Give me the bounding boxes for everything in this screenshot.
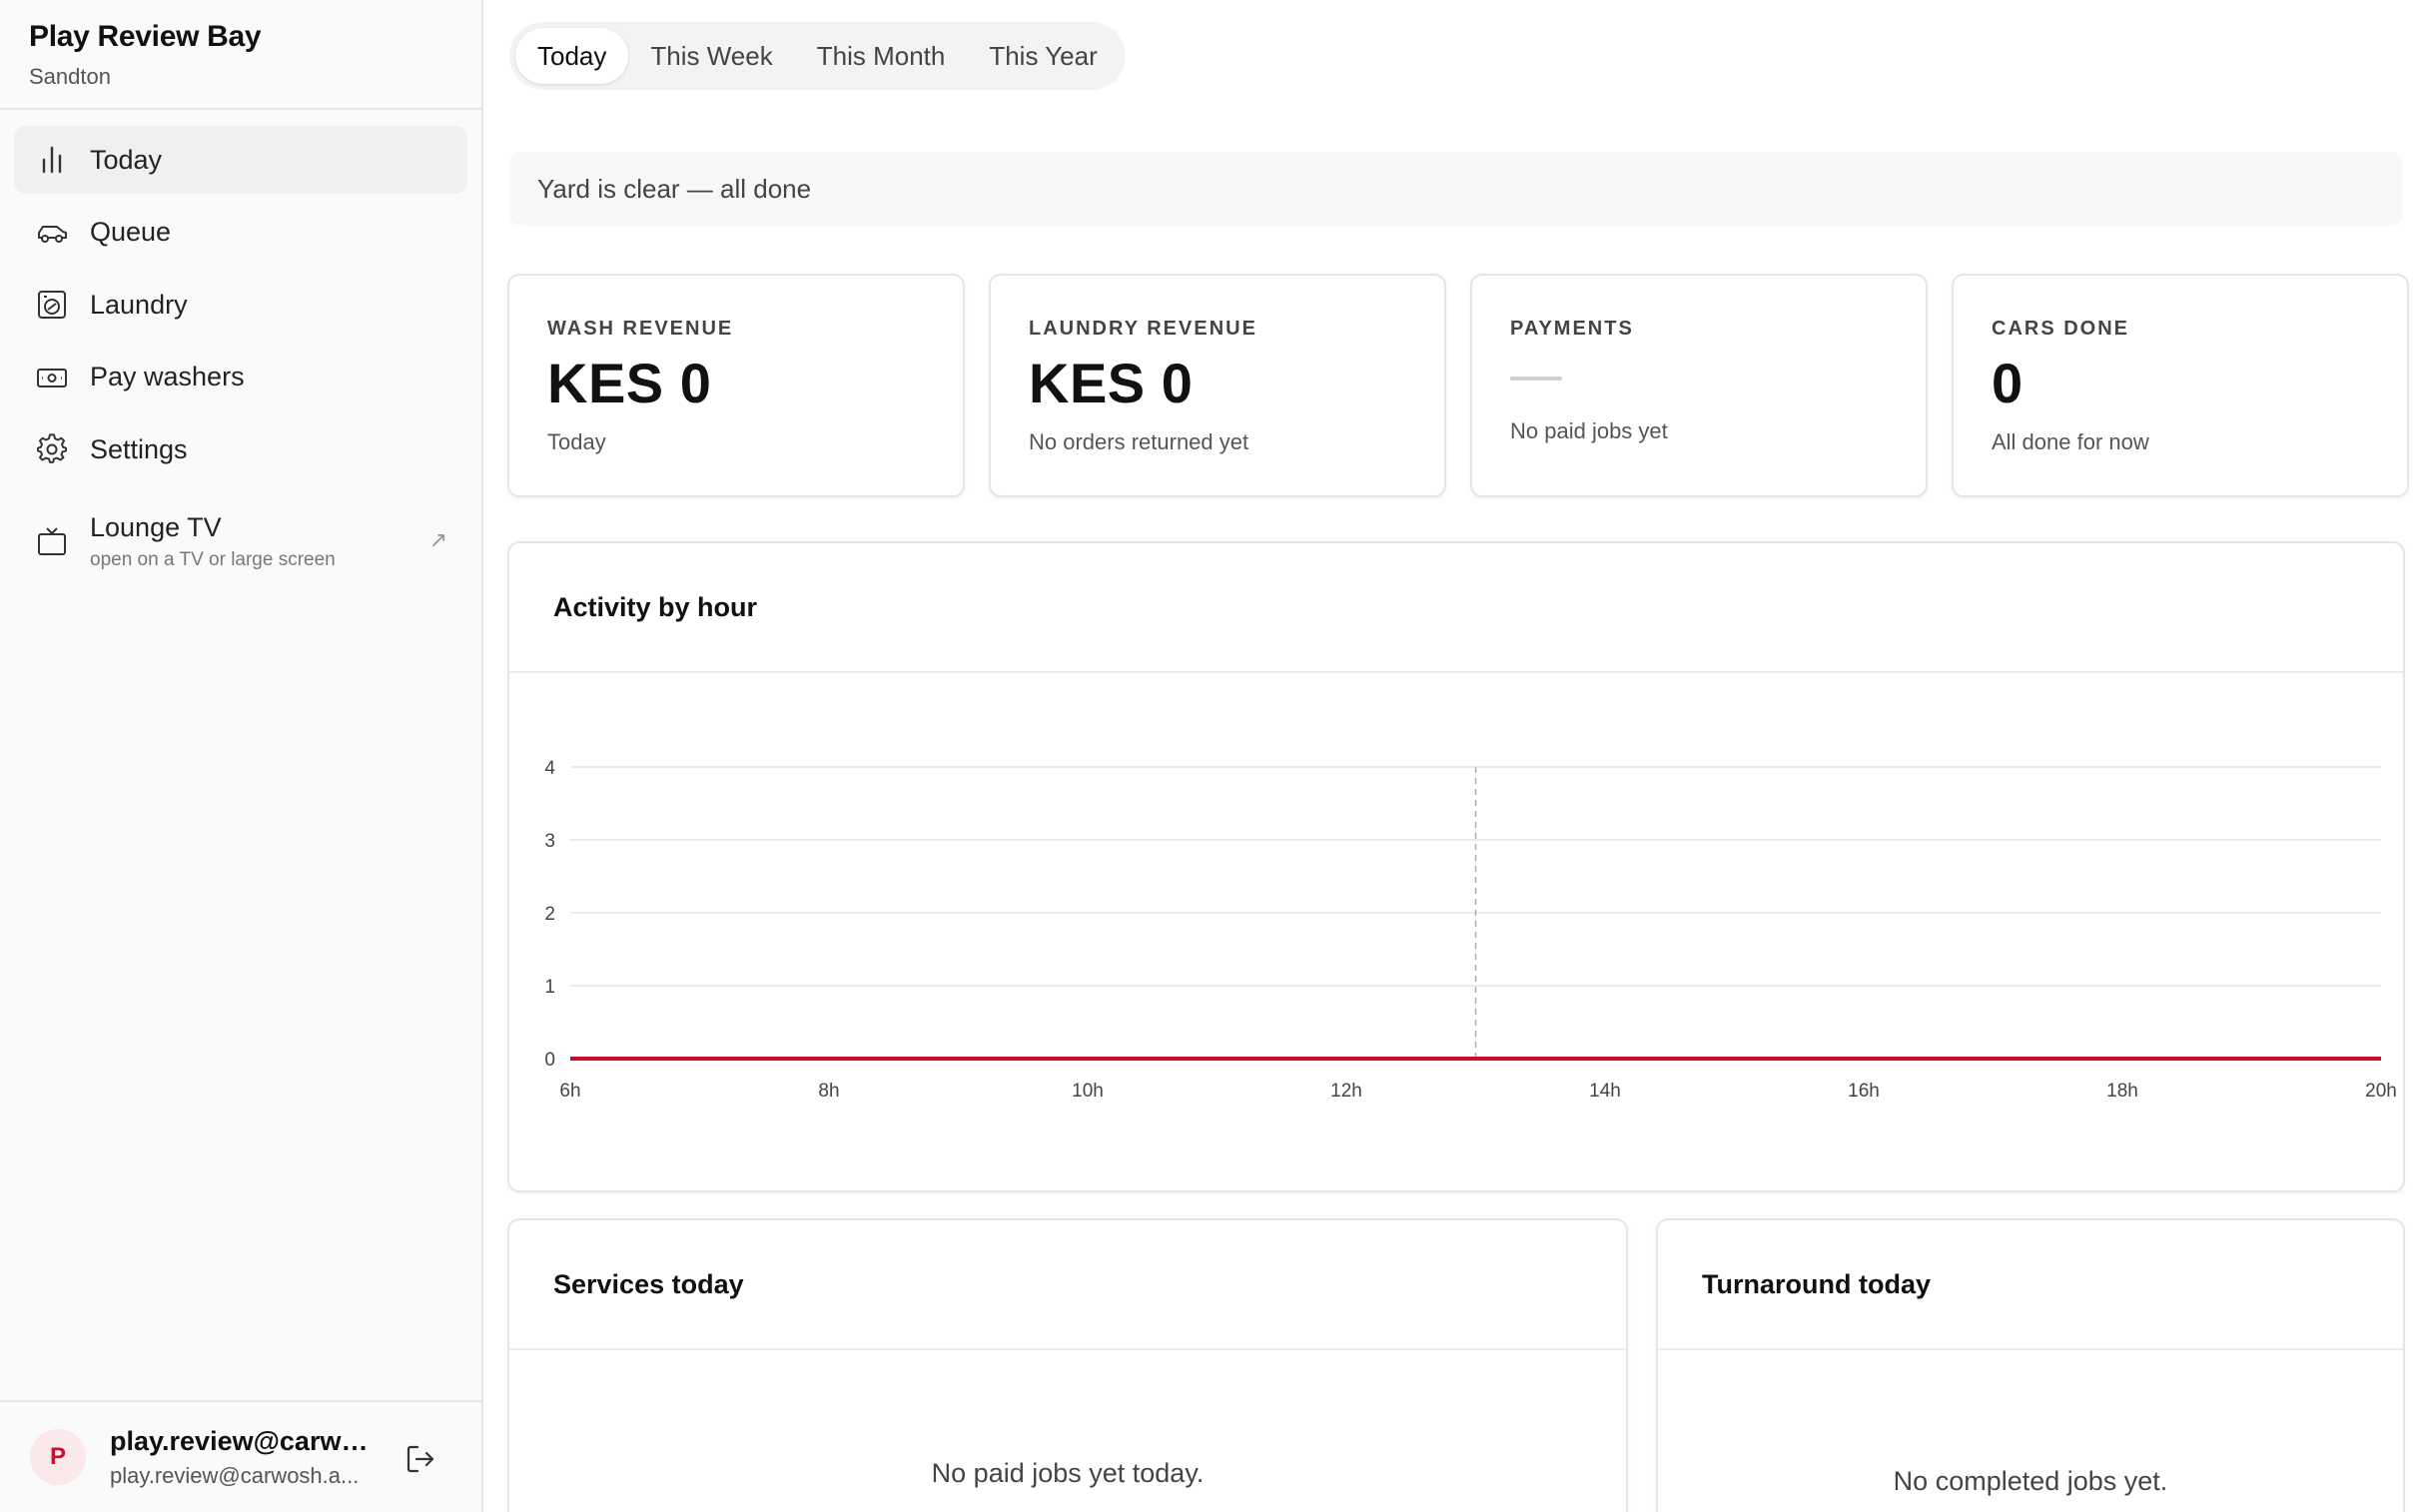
- panel-title: Turnaround today: [1658, 1220, 2403, 1350]
- main-nav: Today Queue Laundry Pay washers Settings: [14, 126, 467, 588]
- gear-icon: [36, 433, 68, 465]
- nav-item-laundry[interactable]: Laundry: [14, 271, 467, 339]
- kpi-value: KES 0: [1029, 352, 1194, 414]
- nav-item-queue[interactable]: Queue: [14, 199, 467, 267]
- y-tick-label: 1: [544, 977, 555, 998]
- x-tick-label: 12h: [1330, 1081, 1362, 1102]
- lounge-tv-sublabel: open on a TV or large screen: [90, 548, 336, 570]
- nav-item-settings[interactable]: Settings: [14, 415, 467, 483]
- nav-label: Laundry: [90, 289, 188, 320]
- nav-item-today[interactable]: Today: [14, 126, 467, 194]
- user-account: P play.review@carwo... play.review@carwo…: [0, 1400, 481, 1512]
- nav-label: Today: [90, 144, 163, 175]
- user-name: play.review@carwo...: [110, 1425, 370, 1456]
- business-name: Play Review Bay: [29, 20, 262, 53]
- turnaround-panel: Turnaround today No completed jobs yet.: [1656, 1218, 2405, 1512]
- business-location: Sandton: [29, 64, 111, 89]
- y-tick-label: 4: [544, 758, 555, 779]
- nav-item-pay-washers[interactable]: Pay washers: [14, 344, 467, 411]
- x-tick-label: 10h: [1072, 1081, 1104, 1102]
- x-tick-label: 20h: [2365, 1081, 2397, 1102]
- empty-state: No completed jobs yet.: [1893, 1466, 2168, 1496]
- y-tick-label: 3: [544, 831, 555, 852]
- nav-label: Queue: [90, 217, 172, 247]
- kpi-note: No orders returned yet: [1029, 429, 1249, 454]
- kpi-label: LAUNDRY REVENUE: [1029, 318, 1257, 340]
- car-icon: [36, 217, 68, 249]
- x-tick-label: 6h: [559, 1081, 580, 1102]
- user-email: play.review@carwosh.a...: [110, 1462, 360, 1488]
- kpi-wash-revenue: WASH REVENUE KES 0 Today: [507, 274, 965, 497]
- services-panel: Services today No paid jobs yet today.: [507, 1218, 1628, 1512]
- tab-this-year[interactable]: This Year: [989, 40, 1098, 71]
- kpi-note: Today: [547, 429, 606, 454]
- lounge-tv-text: Lounge TV open on a TV or large screen: [90, 512, 336, 571]
- user-info: play.review@carwo... play.review@carwosh…: [110, 1426, 370, 1489]
- tab-today[interactable]: Today: [515, 28, 629, 84]
- period-tabs: Today This Week This Month This Year: [509, 22, 1126, 90]
- kpi-label: PAYMENTS: [1510, 318, 1634, 340]
- sidebar: Play Review Bay Sandton Today Queue Laun…: [0, 0, 483, 1512]
- external-arrow-icon: ↗: [428, 527, 447, 552]
- nav-label: Pay washers: [90, 362, 245, 391]
- x-tick-label: 8h: [818, 1081, 839, 1102]
- tv-icon: [36, 525, 68, 557]
- bar-chart-icon: [36, 144, 68, 176]
- banknote-icon: [36, 362, 68, 393]
- kpi-value: KES 0: [547, 352, 712, 414]
- kpi-row: WASH REVENUE KES 0 Today LAUNDRY REVENUE…: [507, 274, 2409, 499]
- kpi-note: All done for now: [1992, 429, 2149, 454]
- tab-this-month[interactable]: This Month: [816, 40, 946, 71]
- x-tick-label: 16h: [1848, 1081, 1880, 1102]
- activity-chart: 0 1 2 3 4 6h 8h 10h 12h 14h 16h 18h 20h: [544, 758, 2397, 1102]
- kpi-note: No paid jobs yet: [1510, 418, 1668, 443]
- empty-state: No paid jobs yet today.: [931, 1458, 1205, 1488]
- nav-label: Lounge TV: [90, 511, 222, 542]
- activity-chart-panel: Activity by hour 0 1 2 3 4 6h 8h 10h 12h 14h 16h 18…: [507, 541, 2405, 1192]
- y-tick-label: 2: [544, 904, 555, 925]
- kpi-payments: PAYMENTS No paid jobs yet: [1470, 274, 1928, 497]
- nav-label: Settings: [90, 433, 188, 464]
- tab-this-week[interactable]: This Week: [650, 40, 773, 71]
- empty-value-dash: [1510, 377, 1562, 380]
- washing-machine-icon: [36, 289, 68, 321]
- kpi-value: 0: [1992, 352, 2023, 414]
- x-tick-label: 18h: [2106, 1081, 2138, 1102]
- y-tick-label: 0: [544, 1050, 555, 1071]
- panel-title: Activity by hour: [509, 543, 2403, 673]
- x-tick-label: 14h: [1589, 1081, 1621, 1102]
- kpi-cars-done: CARS DONE 0 All done for now: [1952, 274, 2409, 497]
- panel-title: Services today: [509, 1220, 1626, 1350]
- brand-header: Play Review Bay Sandton: [0, 0, 481, 110]
- avatar: P: [30, 1429, 86, 1485]
- kpi-laundry-revenue: LAUNDRY REVENUE KES 0 No orders returned…: [989, 274, 1446, 497]
- nav-item-lounge-tv[interactable]: Lounge TV open on a TV or large screen ↗: [14, 499, 467, 583]
- logout-icon[interactable]: [404, 1442, 437, 1476]
- status-banner: Yard is clear — all done: [509, 152, 2403, 226]
- kpi-label: CARS DONE: [1992, 318, 2130, 340]
- kpi-label: WASH REVENUE: [547, 318, 734, 340]
